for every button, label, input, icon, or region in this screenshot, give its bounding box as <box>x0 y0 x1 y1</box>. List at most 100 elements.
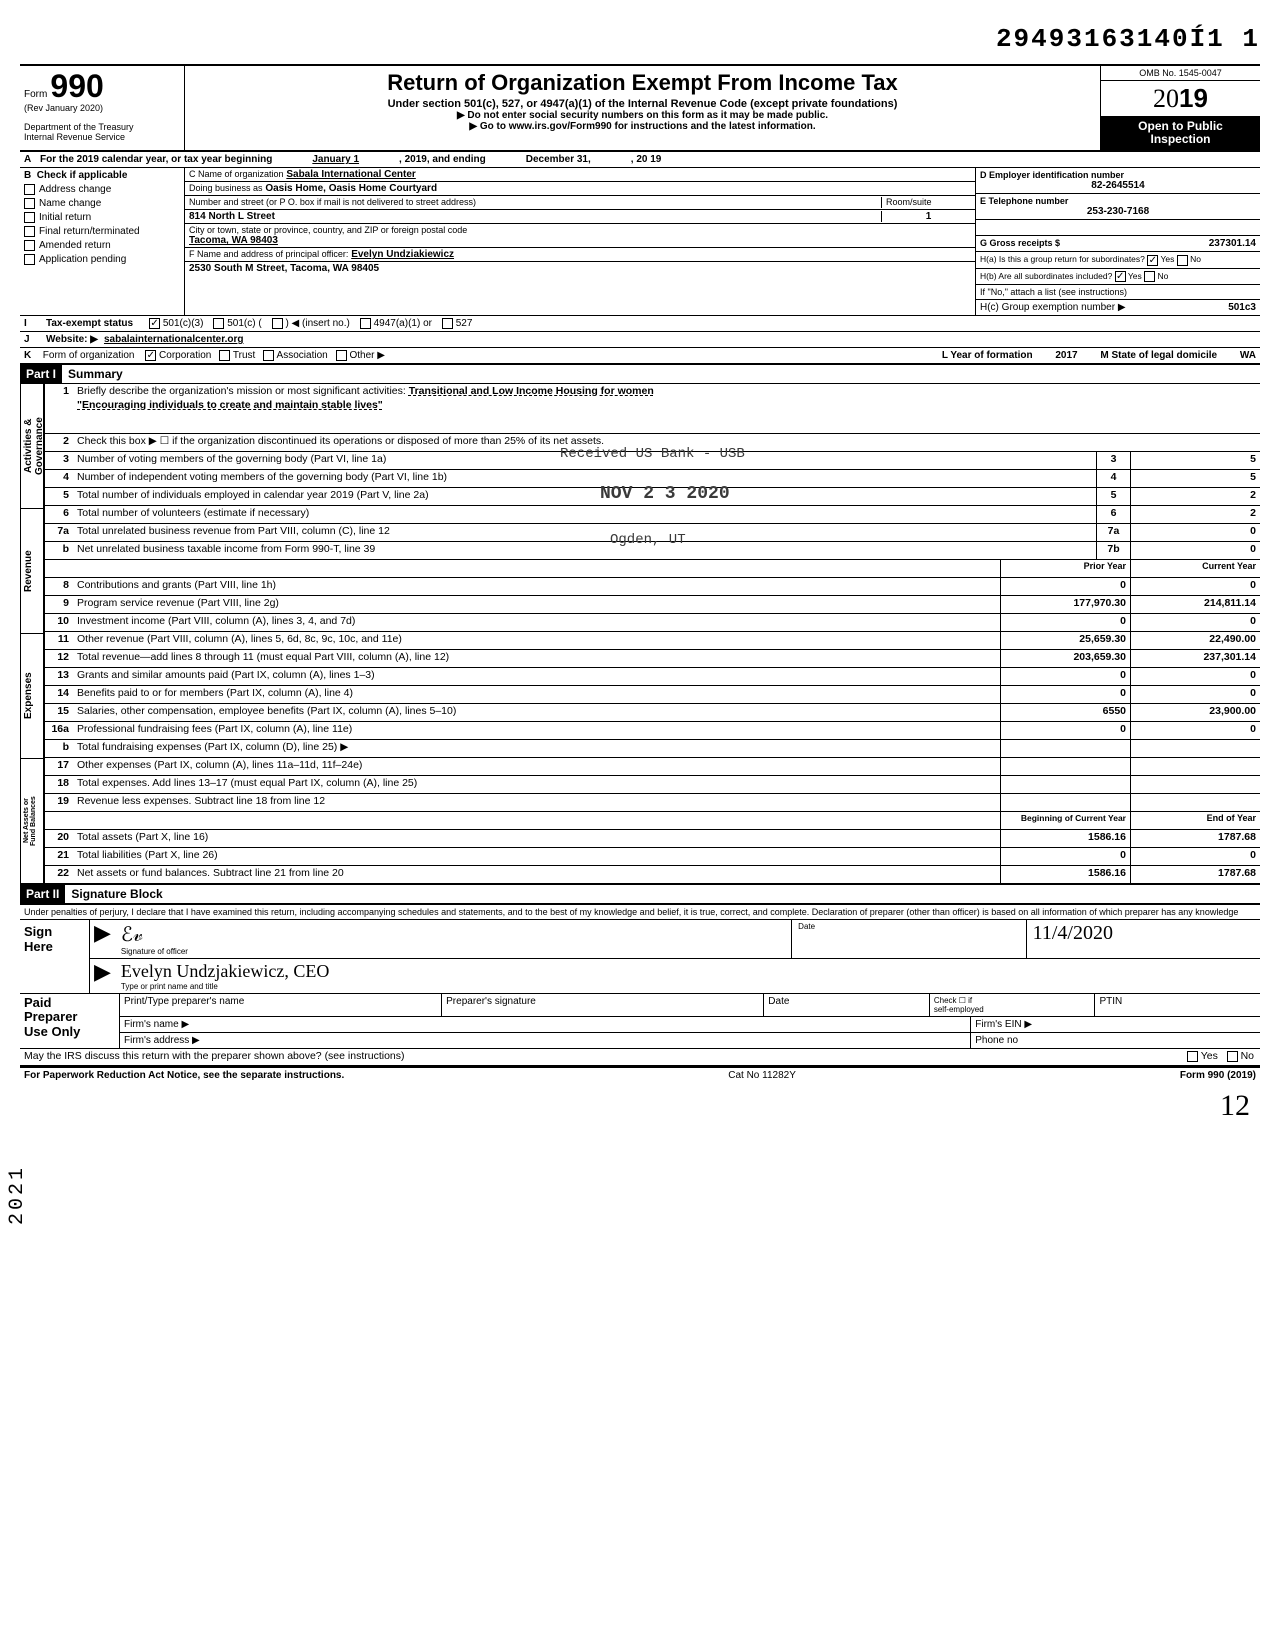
irs-yes-checkbox[interactable] <box>1187 1051 1198 1062</box>
current-value: 0 <box>1130 722 1260 739</box>
line-num: 9 <box>45 596 73 613</box>
line-desc: Program service revenue (Part VIII, line… <box>73 596 1000 613</box>
line-box: 3 <box>1096 452 1130 469</box>
k-opt-checkbox[interactable] <box>145 350 156 361</box>
paid-preparer-block: Paid Preparer Use Only Print/Type prepar… <box>20 993 1260 1048</box>
header-left: Form 990 (Rev January 2020) Department o… <box>20 66 185 150</box>
line-value: 5 <box>1130 452 1260 469</box>
col-current-year: Current Year <box>1130 560 1260 577</box>
prior-value: 0 <box>1000 848 1130 865</box>
h-a-no-checkbox[interactable] <box>1177 255 1188 266</box>
h-b-yes-checkbox[interactable] <box>1115 271 1126 282</box>
row-k-label: K <box>24 350 40 361</box>
k-opt-checkbox[interactable] <box>263 350 274 361</box>
line-num: 20 <box>45 830 73 847</box>
form-word: Form <box>24 89 47 100</box>
year-20: 20 <box>1153 84 1179 113</box>
row-a-mid: , 2019, and ending <box>399 154 486 165</box>
dba-label: Doing business as <box>189 183 263 193</box>
scan-date: OCT 1 8 2021 <box>0 1120 29 1225</box>
h-c-label: H(c) Group exemption number ▶ <box>980 302 1126 313</box>
h-b-no-checkbox[interactable] <box>1144 271 1155 282</box>
checkbox-final-return-terminated[interactable] <box>24 226 35 237</box>
row-k: K Form of organization Corporation Trust… <box>20 348 1260 364</box>
i-opt-checkbox[interactable] <box>360 318 371 329</box>
line-desc: Total revenue—add lines 8 through 11 (mu… <box>73 650 1000 667</box>
line-box: 5 <box>1096 488 1130 505</box>
line-desc: Other revenue (Part VIII, column (A), li… <box>73 632 1000 649</box>
line-desc: Total number of individuals employed in … <box>73 488 1096 505</box>
current-value: 0 <box>1130 848 1260 865</box>
line-desc: Total unrelated business revenue from Pa… <box>73 524 1096 541</box>
line-num: 22 <box>45 866 73 883</box>
section-b: B Check if applicable Address changeName… <box>20 168 1260 316</box>
no-label: No <box>1241 1050 1254 1062</box>
current-value: 1787.68 <box>1130 866 1260 883</box>
current-value: 237,301.14 <box>1130 650 1260 667</box>
row-a-tail: , 20 19 <box>631 154 662 165</box>
row-i-label: I <box>24 318 40 329</box>
line-num: 4 <box>45 470 73 487</box>
i-opt-checkbox[interactable] <box>149 318 160 329</box>
checkbox-initial-return[interactable] <box>24 212 35 223</box>
k-opt-checkbox[interactable] <box>219 350 230 361</box>
vtab-expenses: Expenses <box>20 634 44 759</box>
form-subtitle-2a: ▶ Do not enter social security numbers o… <box>191 110 1094 121</box>
ptin-label: PTIN <box>1095 994 1260 1016</box>
prep-name-label: Print/Type preparer's name <box>120 994 442 1016</box>
line-value: 0 <box>1130 542 1260 559</box>
h-a-yes-checkbox[interactable] <box>1147 255 1158 266</box>
vtab-net-assets: Net Assets or Fund Balances <box>20 759 44 884</box>
room-label: Room/suite <box>886 197 932 207</box>
i-opt-checkbox[interactable] <box>442 318 453 329</box>
line-desc: Total fundraising expenses (Part IX, col… <box>73 740 1000 757</box>
line1-val2: "Encouraging individuals to create and m… <box>73 398 1260 416</box>
prior-value: 177,970.30 <box>1000 596 1130 613</box>
row-j-label: J <box>24 334 40 345</box>
k-opt-checkbox[interactable] <box>336 350 347 361</box>
line-num: 10 <box>45 614 73 631</box>
i-opt-checkbox[interactable] <box>213 318 224 329</box>
current-value <box>1130 758 1260 775</box>
yes-label: Yes <box>1201 1050 1218 1062</box>
line-value: 2 <box>1130 488 1260 505</box>
footer-right: Form 990 (2019) <box>1180 1070 1256 1081</box>
line-desc: Total assets (Part X, line 16) <box>73 830 1000 847</box>
c-name-label: C Name of organization <box>189 169 284 179</box>
part-ii-label: Part II <box>20 885 65 903</box>
line-num: 21 <box>45 848 73 865</box>
h-note: If "No," attach a list (see instructions… <box>976 285 1260 300</box>
line-box: 7a <box>1096 524 1130 541</box>
line-box: 7b <box>1096 542 1130 559</box>
b-label: B <box>24 170 31 181</box>
col-prior-year: Prior Year <box>1000 560 1130 577</box>
row-a-end: December 31, <box>526 154 591 165</box>
line-desc: Revenue less expenses. Subtract line 18 … <box>73 794 1000 811</box>
line2-num: 2 <box>45 434 73 451</box>
checkbox-name-change[interactable] <box>24 198 35 209</box>
paid-preparer-label: Paid Preparer Use Only <box>20 994 120 1048</box>
f-label: F Name and address of principal officer: <box>189 249 348 259</box>
checkbox-application-pending[interactable] <box>24 254 35 265</box>
line-num: 3 <box>45 452 73 469</box>
col-b-checkboxes: B Check if applicable Address changeName… <box>20 168 185 315</box>
street-label: Number and street (or P O. box if mail i… <box>189 197 881 207</box>
line-num: 19 <box>45 794 73 811</box>
line-num: 5 <box>45 488 73 505</box>
omb-number: OMB No. 1545-0047 <box>1101 66 1260 81</box>
irs-no-checkbox[interactable] <box>1227 1051 1238 1062</box>
prior-value <box>1000 794 1130 811</box>
col-end-year: End of Year <box>1130 812 1260 829</box>
prior-value <box>1000 740 1130 757</box>
form-subtitle-2b: ▶ Go to www.irs.gov/Form990 for instruct… <box>191 121 1094 132</box>
checkbox-amended-return[interactable] <box>24 240 35 251</box>
checkbox-address-change[interactable] <box>24 184 35 195</box>
current-value: 23,900.00 <box>1130 704 1260 721</box>
f-address: 2530 South M Street, Tacoma, WA 98405 <box>189 263 971 274</box>
dba-value: Oasis Home, Oasis Home Courtyard <box>265 183 437 194</box>
i-opt-checkbox[interactable] <box>272 318 283 329</box>
part-ii-title: Signature Block <box>65 887 162 901</box>
form-revision: (Rev January 2020) <box>24 103 180 113</box>
current-value: 0 <box>1130 614 1260 631</box>
row-j-value: sabalainternationalcenter.org <box>104 334 244 345</box>
